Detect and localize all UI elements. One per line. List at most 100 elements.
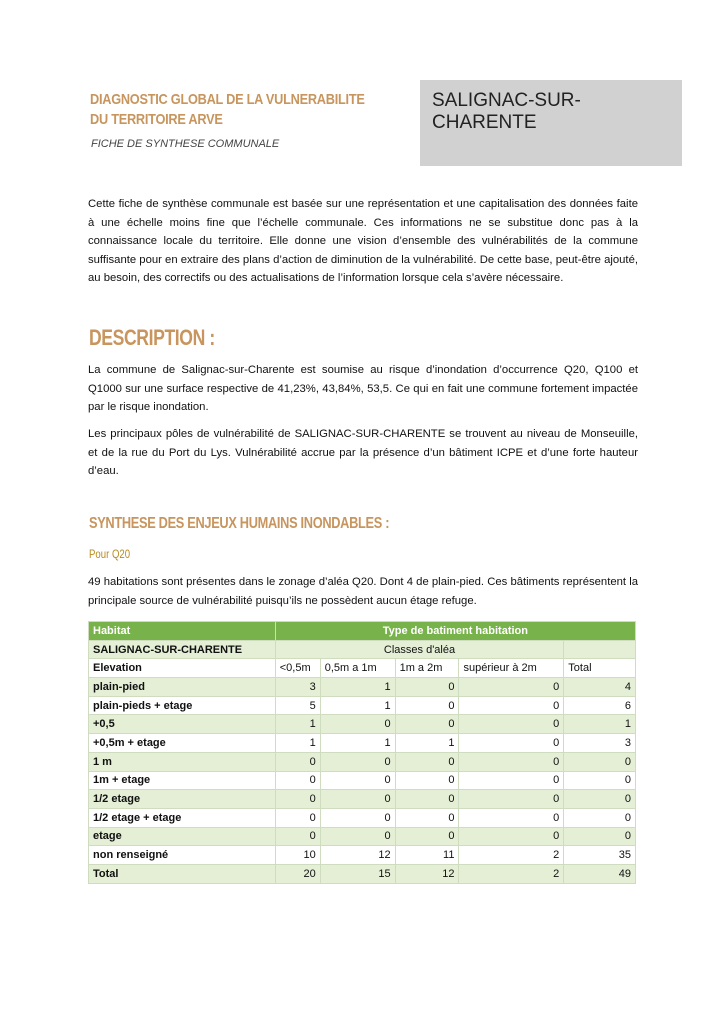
table-row: plain-pied 3 1 0 0 4 [88,677,636,697]
row-label: +0,5 [88,714,276,735]
table-cell: 0 [458,714,565,735]
table-cell: 3 [563,733,636,753]
table-cell: 11 [394,845,460,865]
table-columns-row: Elevation <0,5m 0,5m a 1m 1m a 2m supéri… [88,658,636,679]
table-cell: 0 [458,751,565,772]
table-cell: 0 [394,677,460,697]
table-cell: 0 [563,826,636,847]
table-cell: 4 [563,677,636,697]
synthese-subheading: Pour Q20 [89,547,131,561]
column-header: <0,5m [274,658,321,679]
table-commune-row: SALIGNAC-SUR-CHARENTE Classes d'aléa [88,639,636,660]
synthese-heading: SYNTHESE DES ENJEUX HUMAINS INONDABLES : [89,515,390,532]
table-body: plain-pied 3 1 0 0 4 plain-pieds + etage 5 1 0 0 6 +… [88,677,636,884]
table-cell: 1 [563,714,636,735]
table-cell: 0 [394,807,460,828]
table-cell: 0 [458,789,565,809]
commune-box: SALIGNAC-SUR-CHARENTE [420,80,682,166]
row-label: non renseigné [88,845,276,865]
table-cell: 5 [274,695,321,716]
header-type: Type de batiment habitation [274,621,637,641]
table-row: etage 0 0 0 0 0 [88,826,636,847]
table-cell: 2 [458,845,565,865]
row-label: 1/2 etage [88,789,276,809]
description-heading: DESCRIPTION : [89,325,215,350]
table-cell: 0 [319,807,396,828]
table-cell: 1 [394,733,460,753]
table-cell: 0 [394,770,460,791]
commune-cell: SALIGNAC-SUR-CHARENTE [88,639,276,660]
table-cell: 0 [274,751,321,772]
table-cell: 0 [563,770,636,791]
table-cell: 0 [319,789,396,809]
table-cell: 0 [394,789,460,809]
table-cell: 0 [319,770,396,791]
description-paragraph-2: Les principaux pôles de vulnérabilité de… [88,428,638,477]
table-cell: 0 [458,770,565,791]
table-row: 1/2 etage + etage 0 0 0 0 0 [88,807,636,828]
row-label: plain-pied [88,677,276,697]
column-header: 1m a 2m [394,658,460,679]
table-cell: 2 [458,863,565,884]
table-row: 1m + etage 0 0 0 0 0 [88,770,636,791]
table-cell: 0 [274,789,321,809]
table-cell: 12 [394,863,460,884]
document-title: DIAGNOSTIC GLOBAL DE LA VULNERABILITE DU… [90,90,365,130]
table-cell: 0 [319,714,396,735]
row-label: +0,5m + etage [88,733,276,753]
title-line-1: DIAGNOSTIC GLOBAL DE LA VULNERABILITE [90,91,365,108]
title-line-2: DU TERRITOIRE ARVE [90,111,223,128]
table-cell: 10 [274,845,321,865]
table-cell: 0 [458,733,565,753]
table-cell: 1 [274,714,321,735]
row-label: Total [88,863,276,884]
table-cell: 20 [274,863,321,884]
table-row: +0,5 1 0 0 0 1 [88,714,636,735]
column-header: 0,5m a 1m [319,658,396,679]
habitat-table: Habitat Type de batiment habitation SALI… [88,621,637,884]
document-subtitle: FICHE DE SYNTHESE COMMUNALE [91,138,280,150]
table-header-row: Habitat Type de batiment habitation [88,621,637,641]
table-cell: 0 [394,714,460,735]
table-row: non renseigné 10 12 11 2 35 [88,845,636,865]
table-cell: 49 [563,863,636,884]
table-cell: 0 [563,789,636,809]
elevation-header: Elevation [88,658,276,679]
column-header: Total [563,658,636,679]
row-label: etage [88,826,276,847]
table-cell: 15 [319,863,396,884]
table-cell: 0 [458,677,565,697]
table-row: 1/2 etage 0 0 0 0 0 [88,789,636,809]
table-cell: 0 [394,826,460,847]
empty-cell [563,639,636,660]
table-cell: 3 [274,677,321,697]
table-cell: 0 [394,751,460,772]
commune-name: SALIGNAC-SUR-CHARENTE [432,90,581,133]
table-cell: 1 [319,677,396,697]
row-label: 1m + etage [88,770,276,791]
table-cell: 0 [274,807,321,828]
table-cell: 0 [319,751,396,772]
synthese-paragraph: 49 habitations sont présentes dans le zo… [88,576,638,607]
intro-paragraph: Cette fiche de synthèse communale est ba… [88,198,638,284]
table-cell: 0 [274,826,321,847]
table-cell: 1 [319,733,396,753]
table-cell: 0 [563,807,636,828]
classes-cell: Classes d'aléa [274,639,565,660]
table-row: +0,5m + etage 1 1 1 0 3 [88,733,636,753]
table-cell: 1 [319,695,396,716]
table-row: Total 20 15 12 2 49 [88,863,636,884]
table-cell: 0 [319,826,396,847]
table-cell: 1 [274,733,321,753]
row-label: plain-pieds + etage [88,695,276,716]
table-cell: 0 [458,826,565,847]
row-label: 1/2 etage + etage [88,807,276,828]
column-header: supérieur à 2m [458,658,565,679]
table-cell: 0 [274,770,321,791]
table-cell: 12 [319,845,396,865]
header-habitat: Habitat [88,621,276,641]
table-cell: 0 [458,807,565,828]
description-paragraph-1: La commune de Salignac-sur-Charente est … [88,364,638,413]
table-cell: 0 [563,751,636,772]
